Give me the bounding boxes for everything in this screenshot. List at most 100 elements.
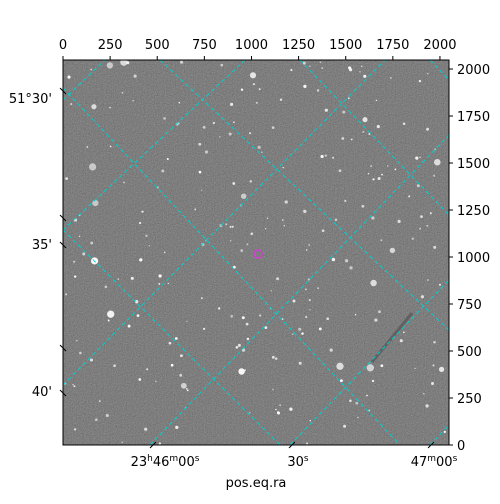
star xyxy=(439,283,441,286)
star xyxy=(331,257,336,262)
star xyxy=(378,310,381,314)
top-tick-label: 0 xyxy=(59,38,67,53)
star xyxy=(238,368,245,375)
star xyxy=(349,399,352,403)
star xyxy=(194,208,197,211)
star xyxy=(249,411,251,414)
right-tick-label: 0 xyxy=(457,439,465,454)
star xyxy=(266,217,269,220)
star xyxy=(438,366,445,373)
star xyxy=(302,61,306,65)
star xyxy=(303,209,307,214)
star xyxy=(334,218,338,221)
star xyxy=(371,379,375,383)
star xyxy=(416,184,420,188)
star xyxy=(399,339,403,343)
star xyxy=(375,99,378,102)
star xyxy=(163,251,166,254)
ra-tick-mark xyxy=(288,441,296,449)
dec-tick-mark xyxy=(59,389,67,397)
star xyxy=(390,77,392,79)
star xyxy=(360,65,363,68)
star xyxy=(107,319,110,322)
star xyxy=(307,278,310,281)
dec-tick-mark xyxy=(59,344,67,352)
star xyxy=(343,424,347,428)
star xyxy=(367,172,370,175)
star xyxy=(74,428,77,431)
star xyxy=(350,138,353,141)
dec-tick-mark xyxy=(59,214,67,222)
star xyxy=(65,177,68,180)
star xyxy=(348,66,352,70)
star xyxy=(411,237,414,240)
star xyxy=(371,216,375,220)
star xyxy=(427,73,429,75)
star xyxy=(109,145,112,148)
star xyxy=(271,126,275,129)
grid-line xyxy=(299,60,449,216)
star xyxy=(204,150,209,154)
top-tick-label: 1000 xyxy=(235,38,268,53)
star xyxy=(433,174,436,177)
star xyxy=(180,354,183,358)
star xyxy=(264,228,267,230)
star xyxy=(180,382,187,389)
star xyxy=(228,132,232,136)
star xyxy=(341,137,345,140)
coordinate-grid xyxy=(63,60,449,445)
star xyxy=(344,199,347,203)
star xyxy=(381,173,383,176)
star xyxy=(345,259,349,263)
star xyxy=(426,127,430,131)
star xyxy=(420,295,425,299)
star xyxy=(326,317,330,321)
star xyxy=(174,337,178,340)
star xyxy=(363,74,367,78)
star xyxy=(225,223,228,226)
star xyxy=(148,245,150,247)
star xyxy=(418,79,422,83)
star xyxy=(92,199,99,207)
star xyxy=(158,283,161,285)
star xyxy=(259,314,262,317)
right-tick-label: 250 xyxy=(457,392,482,407)
star xyxy=(113,364,116,368)
star xyxy=(338,169,342,173)
star xyxy=(89,358,94,362)
star xyxy=(246,337,250,341)
star xyxy=(370,165,372,167)
star xyxy=(321,229,325,233)
right-tick-label: 500 xyxy=(457,345,482,360)
star xyxy=(298,361,302,365)
star xyxy=(255,101,258,104)
star xyxy=(123,181,125,184)
star xyxy=(317,287,320,290)
grid-line xyxy=(63,60,386,386)
star xyxy=(301,332,304,335)
star xyxy=(309,65,311,67)
dec-tick-mark xyxy=(59,241,67,249)
top-tick-label: 1750 xyxy=(376,38,409,53)
top-tick-label: 1500 xyxy=(329,38,362,53)
star xyxy=(185,388,188,390)
star xyxy=(425,404,429,408)
ra-tick-label-1: 23h46m00s xyxy=(131,454,200,470)
star xyxy=(168,341,172,345)
ra-axis-bottom: 23h46m00s 30s 47m00s pos.eq.ra xyxy=(131,441,458,491)
star xyxy=(107,310,115,318)
star xyxy=(261,151,263,153)
star xyxy=(289,407,293,411)
dec-axis-left: 51°30' 35' 40' xyxy=(9,87,67,400)
star-field xyxy=(63,60,446,445)
grid-line xyxy=(429,424,449,445)
star xyxy=(403,331,405,334)
star xyxy=(433,245,437,249)
star xyxy=(212,121,216,125)
star xyxy=(106,62,114,69)
ra-tick-label-2: 30s xyxy=(287,454,309,470)
star xyxy=(305,315,308,319)
star xyxy=(420,215,423,218)
star xyxy=(342,110,346,114)
